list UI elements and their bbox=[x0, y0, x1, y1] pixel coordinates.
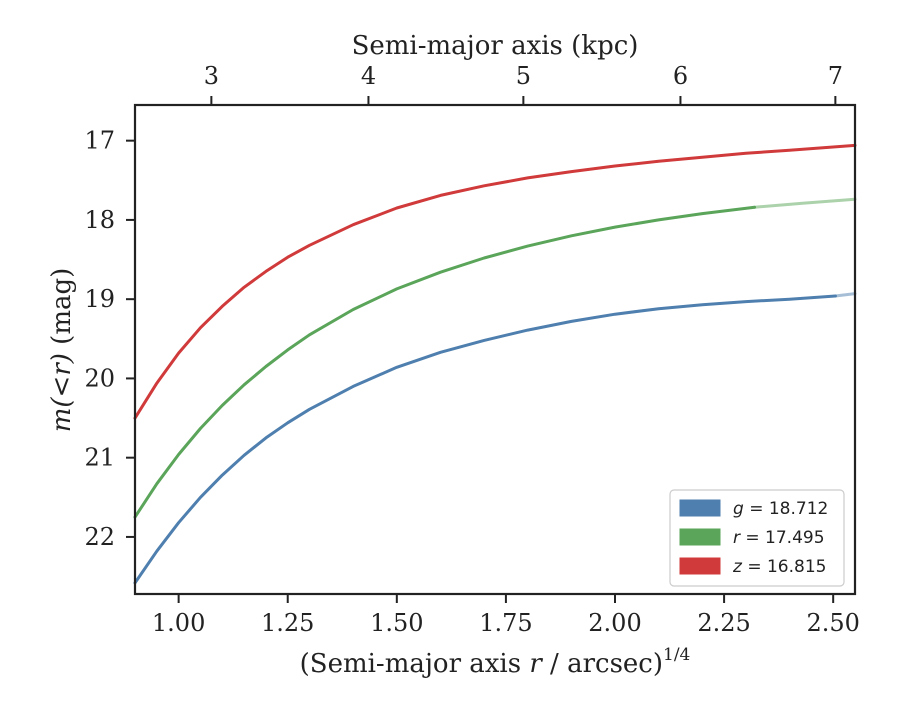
top-tick-label: 4 bbox=[361, 62, 376, 90]
y-title-var: m(<r) bbox=[47, 353, 77, 432]
legend-swatch-z bbox=[679, 557, 721, 575]
x-title-sup: 1/4 bbox=[663, 645, 690, 665]
legend-label-z: z = 16.815 bbox=[732, 557, 826, 577]
top-x-axis-title: Semi-major axis (kpc) bbox=[352, 31, 639, 61]
x-tick-label: 2.25 bbox=[697, 609, 750, 637]
top-x-axis: 3 4 5 6 7 bbox=[204, 62, 843, 105]
top-tick-label: 6 bbox=[673, 62, 688, 90]
x-tick-label: 2.00 bbox=[588, 609, 641, 637]
legend: g = 18.712 r = 17.495 z = 16.815 bbox=[669, 489, 845, 587]
y-tick-label: 20 bbox=[84, 364, 115, 392]
series-z-line bbox=[133, 143, 857, 420]
bottom-x-axis: 1.00 1.25 1.50 1.75 2.00 2.25 2.50 bbox=[152, 594, 860, 637]
x-tick-label: 1.25 bbox=[261, 609, 314, 637]
plot-frame bbox=[133, 103, 857, 596]
left-y-axis: 17 18 19 20 21 22 bbox=[84, 127, 135, 551]
legend-swatch-g bbox=[679, 499, 721, 517]
series-layer bbox=[133, 143, 857, 585]
y-tick-label: 18 bbox=[84, 206, 115, 234]
top-tick-label: 5 bbox=[516, 62, 531, 90]
x-tick-label: 1.00 bbox=[152, 609, 205, 637]
y-title-unit: (mag) bbox=[47, 268, 77, 353]
bottom-x-axis-title: (Semi-major axis r / arcsec)1/4 bbox=[300, 645, 691, 679]
y-tick-label: 21 bbox=[84, 444, 115, 472]
legend-swatch-r bbox=[679, 528, 721, 546]
y-tick-label: 17 bbox=[84, 127, 115, 155]
legend-label-g: g = 18.712 bbox=[733, 499, 828, 519]
series-g-extension-line bbox=[833, 292, 857, 298]
top-tick-label: 7 bbox=[828, 62, 843, 90]
x-title-post: / arcsec) bbox=[542, 649, 663, 679]
x-tick-label: 2.50 bbox=[806, 609, 859, 637]
top-tick-label: 3 bbox=[204, 62, 219, 90]
series-r-line bbox=[133, 205, 757, 519]
y-tick-label: 19 bbox=[84, 285, 115, 313]
series-g-line bbox=[133, 294, 837, 585]
y-tick-label: 22 bbox=[84, 523, 115, 551]
series-r-extension-line bbox=[753, 197, 857, 209]
x-title-pre: (Semi-major axis bbox=[300, 649, 530, 679]
x-tick-label: 1.75 bbox=[479, 609, 532, 637]
x-title-var: r bbox=[529, 649, 543, 679]
x-tick-label: 1.50 bbox=[370, 609, 423, 637]
y-axis-title: m(<r) (mag) bbox=[47, 268, 77, 433]
legend-label-r: r = 17.495 bbox=[733, 528, 825, 548]
